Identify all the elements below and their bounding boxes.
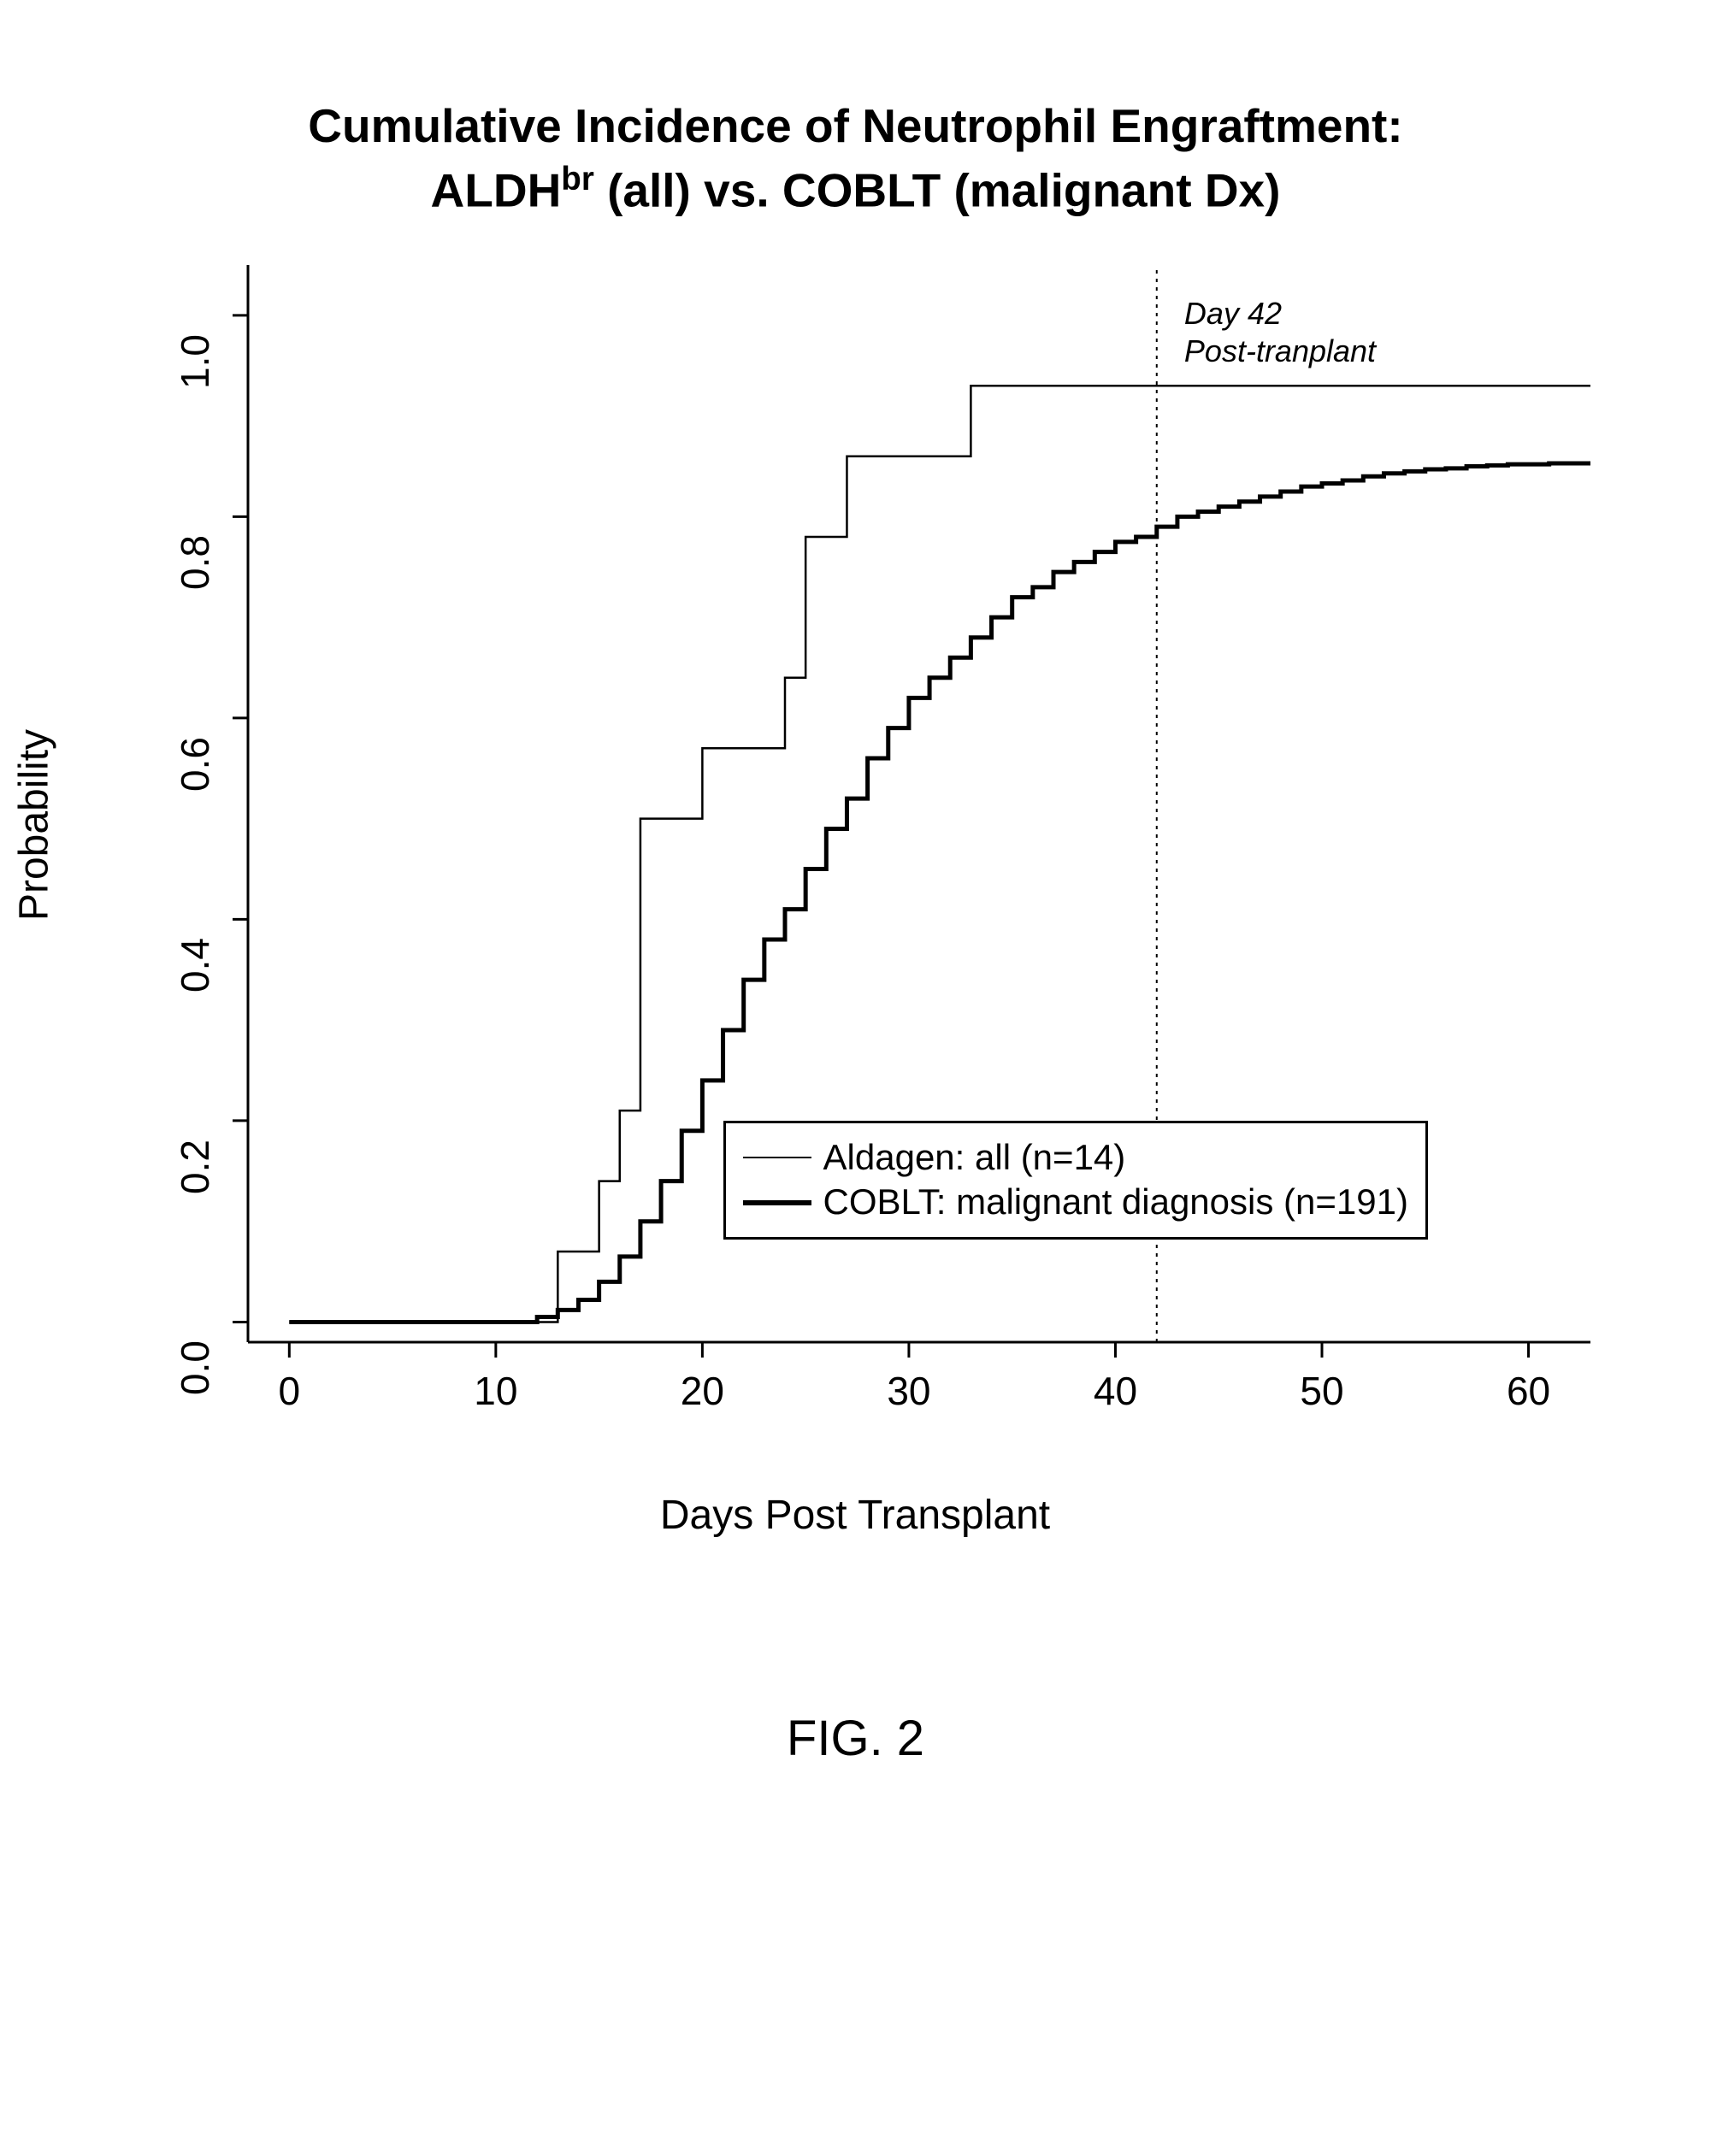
plot-area: Probability 0.00.20.40.60.81.0 010203040…: [103, 248, 1608, 1402]
y-tick-label: 0.8: [172, 535, 218, 590]
x-tick-label: 0: [279, 1368, 301, 1414]
page: Cumulative Incidence of Neutrophil Engra…: [0, 0, 1711, 2156]
y-tick-label: 0.0: [172, 1340, 218, 1395]
x-tick-label: 10: [474, 1368, 517, 1414]
legend: Aldagen: all (n=14)COBLT: malignant diag…: [723, 1121, 1428, 1240]
legend-swatch: [743, 1157, 811, 1158]
legend-item: Aldagen: all (n=14): [743, 1135, 1408, 1181]
x-tick-label: 40: [1094, 1368, 1137, 1414]
chart-title: Cumulative Incidence of Neutrophil Engra…: [0, 98, 1711, 217]
legend-swatch: [743, 1200, 811, 1205]
x-axis-label: Days Post Transplant: [103, 1492, 1608, 1539]
day42-annotation: Day 42 Post-tranplant: [1184, 295, 1376, 368]
x-tick-label: 30: [887, 1368, 930, 1414]
legend-label: Aldagen: all (n=14): [823, 1135, 1126, 1181]
y-tick-label: 0.2: [172, 1140, 218, 1194]
x-tick-label: 60: [1507, 1368, 1550, 1414]
y-tick-label: 1.0: [172, 334, 218, 389]
annotation-line2: Post-tranplant: [1184, 333, 1376, 369]
x-tick-label: 20: [681, 1368, 724, 1414]
y-axis-label: Probability: [11, 729, 58, 921]
title-2-sup: br: [561, 161, 594, 197]
figure-label: FIG. 2: [0, 1710, 1711, 1767]
legend-label: COBLT: malignant diagnosis (n=191): [823, 1180, 1408, 1225]
legend-item: COBLT: malignant diagnosis (n=191): [743, 1180, 1408, 1225]
x-tick-label: 50: [1300, 1368, 1343, 1414]
y-tick-label: 0.4: [172, 938, 218, 993]
title-line-1: Cumulative Incidence of Neutrophil Engra…: [0, 98, 1711, 153]
title-2b: (all) vs. COBLT (malignant Dx): [594, 163, 1281, 216]
y-tick-label: 0.6: [172, 737, 218, 792]
annotation-line1: Day 42: [1184, 295, 1376, 332]
title-line-2: ALDHbr (all) vs. COBLT (malignant Dx): [0, 161, 1711, 217]
title-2a: ALDH: [431, 163, 562, 216]
